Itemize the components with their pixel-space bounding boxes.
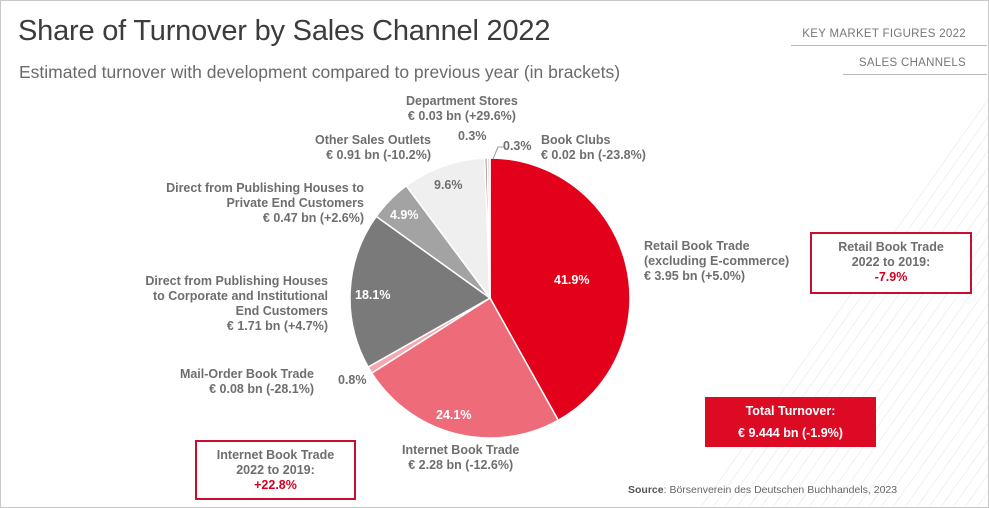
source-note: Source: Börsenverein des Deutschen Buchh… [628,484,897,496]
nav-divider [843,74,987,75]
label-book-clubs: Book Clubs € 0.02 bn (-23.8%) [541,133,646,163]
callout-internet: Internet Book Trade 2022 to 2019: +22.8% [195,440,356,500]
label-mail-order: Mail-Order Book Trade € 0.08 bn (-28.1%) [180,367,314,397]
nav-sales-channels[interactable]: SALES CHANNELS [858,57,966,69]
callout-value: +22.8% [254,478,297,492]
label-amount: € 0.47 bn (+2.6%) [262,211,364,225]
label-name: Private End Customers [226,196,364,210]
label-amount: € 1.71 bn (+4.7%) [226,319,328,333]
nav-divider [791,45,987,46]
total-turnover-box: Total Turnover: € 9.444 bn (-1.9%) [705,397,876,447]
pct-mail-order: 0.8% [338,373,367,387]
pie-slice-7 [486,157,491,299]
label-department-stores: Department Stores € 0.03 bn (+29.6%) [406,94,518,124]
pct-other-sales: 9.6% [434,178,463,192]
pie-slice-0 [489,157,631,422]
callout-title: Retail Book Trade [838,240,944,254]
pie-slice-5 [405,157,491,301]
hatch-line [904,388,988,507]
label-retail-book-trade: Retail Book Trade (excluding E-commerce)… [644,239,789,284]
label-amount: € 0.91 bn (-10.2%) [326,148,431,162]
hatch-line [868,337,988,507]
label-direct-corporate: Direct from Publishing Houses to Corpora… [145,274,328,334]
hatch-line [892,371,988,507]
hatch-line [856,320,988,507]
label-name: Retail Book Trade [644,239,750,253]
label-amount: € 0.08 bn (-28.1%) [209,382,314,396]
label-name: Internet Book Trade [402,443,520,457]
total-label: Total Turnover: [745,404,836,418]
label-name: Department Stores [406,94,518,108]
label-amount: € 0.03 bn (+29.6%) [407,109,516,123]
label-amount: € 2.28 bn (-12.6%) [408,458,514,472]
source-label: Source [628,484,664,496]
label-direct-private: Direct from Publishing Houses to Private… [166,181,364,226]
label-internet-book-trade: Internet Book Trade € 2.28 bn (-12.6%) [402,443,519,473]
hatch-line [880,354,988,507]
nav-key-market-figures[interactable]: KEY MARKET FIGURES 2022 [802,28,966,40]
leader-line-book-clubs [492,146,504,160]
label-name: Direct from Publishing Houses [145,274,328,288]
pct-internet: 24.1% [436,408,472,422]
label-name: Mail-Order Book Trade [179,367,314,381]
page-subtitle: Estimated turnover with development comp… [19,62,621,82]
pie-slice-3 [349,215,492,369]
pct-book-clubs: 0.3% [503,139,532,153]
source-text: : Börsenverein des Deutschen Buchhandels… [663,484,898,496]
pct-department-stores: 0.3% [458,129,487,143]
label-name: Book Clubs [541,133,611,147]
label-amount: € 0.02 bn (-23.8%) [541,148,646,162]
callout-title: Internet Book Trade [216,448,335,462]
label-amount: € 3.95 bn (+5.0%) [644,269,746,283]
pct-direct-private: 4.9% [390,208,419,222]
hatch-line [916,405,988,507]
hatch-line [844,303,988,507]
pct-direct-corporate: 18.1% [355,288,391,302]
label-name: (excluding E-commerce) [644,254,790,268]
label-name: Other Sales Outlets [314,133,431,147]
label-other-sales-outlets: Other Sales Outlets € 0.91 bn (-10.2%) [315,133,431,163]
label-name: to Corporate and Institutional [153,289,328,303]
label-name: Direct from Publishing Houses to [166,181,364,195]
page-title: Share of Turnover by Sales Channel 2022 [18,15,551,47]
hatch-line [928,422,988,507]
callout-subtitle: 2022 to 2019: [236,463,315,477]
callout-value: -7.9% [874,270,908,284]
callout-retail: Retail Book Trade 2022 to 2019: -7.9% [810,232,972,294]
label-name: End Customers [235,304,328,318]
pct-retail: 41.9% [554,273,590,287]
pie-slice-1 [370,296,560,439]
total-value: € 9.444 bn (-1.9%) [738,426,843,440]
callout-subtitle: 2022 to 2019: [851,255,931,269]
hatch-line [832,286,988,507]
